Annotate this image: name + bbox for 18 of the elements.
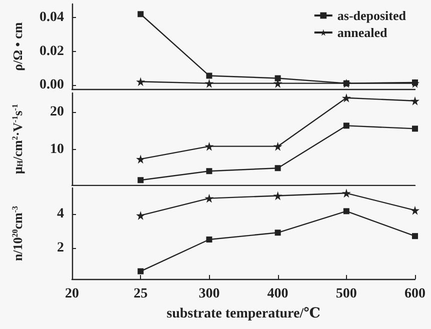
y-tick-label: 0.00 (40, 78, 64, 92)
x-tick-label: 500 (336, 286, 357, 302)
x-axis-title: substrate temperature/℃ (166, 306, 321, 322)
y-tick-label: 20 (50, 104, 64, 120)
y-axis-title: n/1020cm-3 (10, 206, 25, 262)
x-tick-label: 25 (134, 286, 148, 302)
y-axis-title: μH/cm2·V-1s-1 (10, 104, 25, 174)
y-tick-label: 0.04 (40, 10, 64, 25)
y-axis-title: ρ/Ω • cm (10, 22, 25, 71)
x-tick-label: 400 (267, 286, 288, 302)
x-tick-label: 300 (198, 286, 220, 302)
y-tick-label: 4 (57, 206, 64, 222)
y-tick-label: 10 (50, 142, 64, 157)
y-tick-label: 2 (57, 240, 64, 256)
legend-label: annealed (337, 25, 388, 40)
x-tick-label: 600 (404, 286, 426, 302)
y-tick-label: 0.02 (40, 44, 64, 59)
legend-label: as-deposited (337, 8, 407, 23)
